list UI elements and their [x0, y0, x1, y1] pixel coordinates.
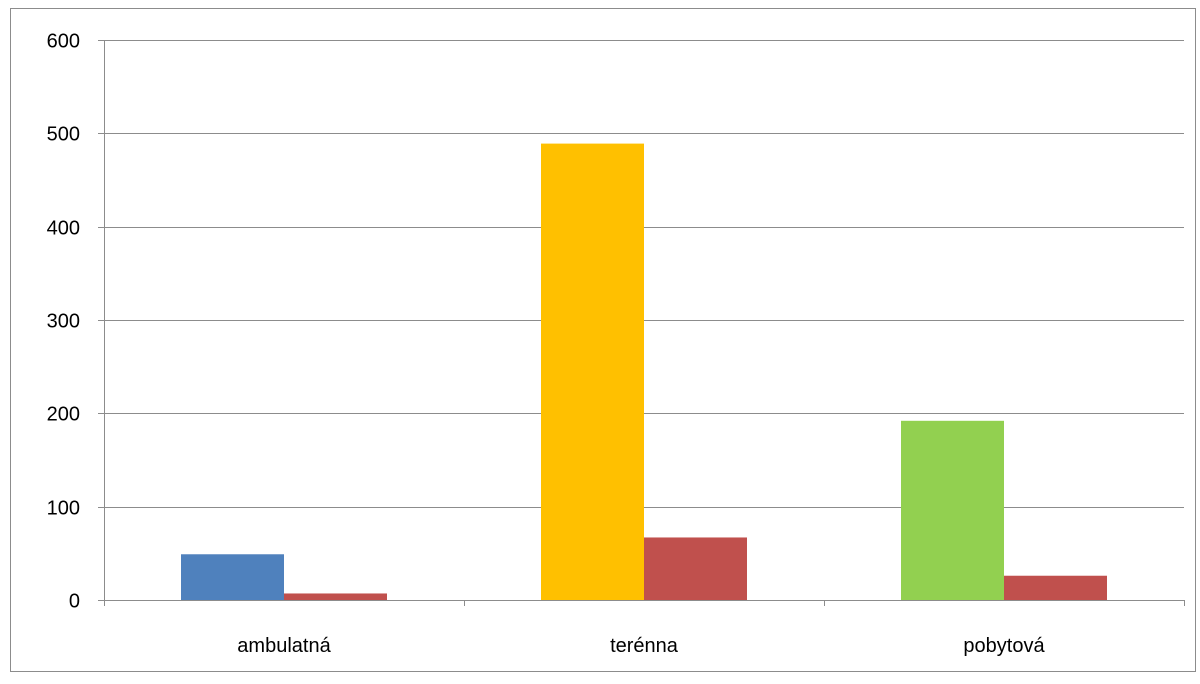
bar-ambulatná-series-2 [284, 593, 387, 600]
bar-terénna-series-1 [541, 143, 644, 600]
x-category-label: ambulatná [237, 635, 331, 657]
bar-terénna-series-2 [644, 537, 747, 600]
y-tick-label: 200 [47, 404, 80, 426]
x-category-label: pobytová [963, 635, 1045, 657]
y-tick-label: 100 [47, 498, 80, 520]
y-tick-label: 300 [47, 311, 80, 333]
bar-ambulatná-series-1 [181, 554, 284, 600]
bars [181, 143, 1107, 600]
axis-labels: 0 100 200 300 400 500 600 ambulatná terénna pobyt… [47, 31, 1046, 658]
x-category-label: terénna [610, 635, 679, 657]
y-tick-label: 400 [47, 218, 80, 240]
bar-pobytová-series-1 [901, 420, 1004, 600]
y-tick-label: 600 [47, 31, 80, 53]
axes [98, 40, 1185, 606]
y-tick-label: 0 [69, 591, 80, 613]
y-tick-label: 500 [47, 124, 80, 146]
bar-pobytová-series-2 [1004, 575, 1107, 600]
